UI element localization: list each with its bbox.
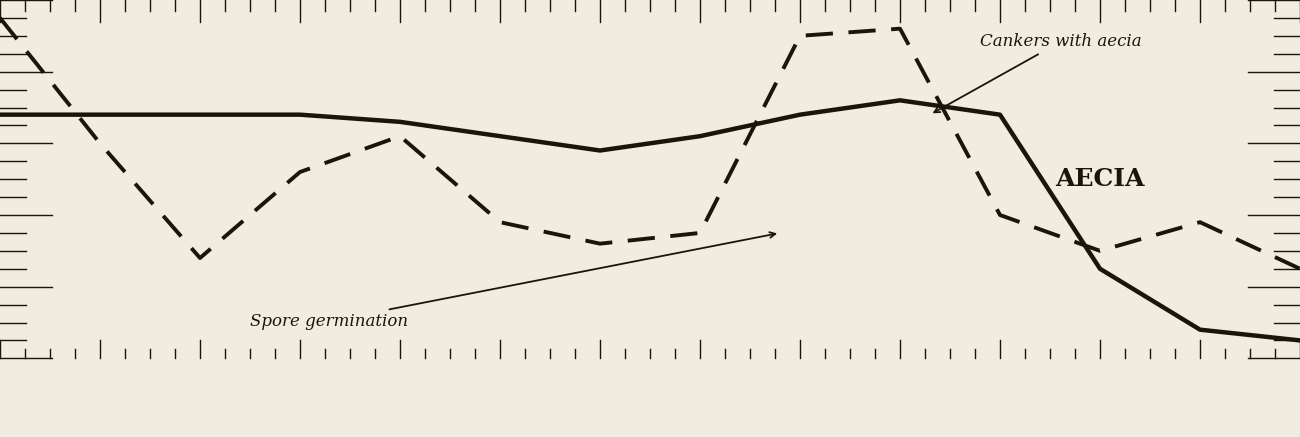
Text: Spore germination: Spore germination <box>250 232 775 329</box>
Text: AECIA: AECIA <box>1056 167 1145 191</box>
Text: Cankers with aecia: Cankers with aecia <box>935 33 1141 112</box>
